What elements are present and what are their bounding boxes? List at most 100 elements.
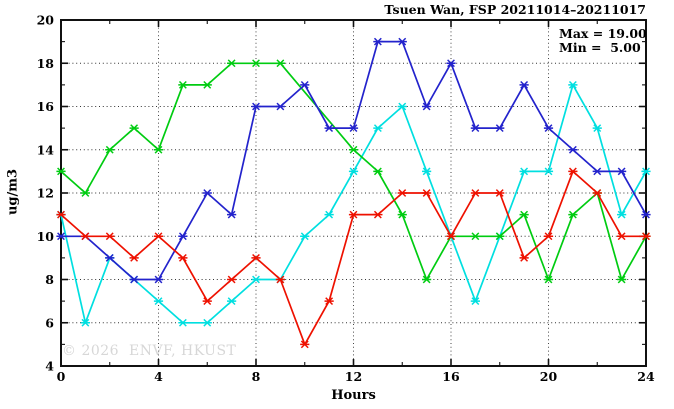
line-cyan-marker [641, 167, 651, 176]
line-blue-marker [543, 124, 554, 133]
y-tick-label: 6 [45, 315, 54, 330]
x-tick-label: 20 [540, 369, 558, 384]
y-tick-label: 10 [37, 229, 55, 244]
line-cyan-marker [348, 167, 359, 176]
line-blue-marker [617, 167, 627, 176]
y-tick-label: 18 [37, 56, 55, 71]
line-cyan-marker [470, 297, 480, 306]
line-blue-marker [495, 124, 505, 133]
x-tick-label: 4 [154, 369, 163, 384]
x-tick-label: 8 [252, 369, 261, 384]
line-cyan-marker [153, 297, 164, 306]
line-green-marker [56, 167, 66, 176]
line-cyan-marker [178, 318, 188, 327]
line-cyan-marker [324, 210, 334, 219]
x-tick-label: 16 [442, 369, 460, 384]
line-blue-marker [568, 145, 578, 154]
line-blue-marker [105, 253, 115, 262]
line-green-marker [178, 80, 188, 89]
line-red-marker [300, 340, 310, 349]
y-tick-label: 14 [37, 142, 55, 157]
line-cyan-marker [80, 318, 90, 327]
line-blue-marker [348, 124, 359, 133]
line-cyan-marker [617, 210, 627, 219]
line-blue-marker [300, 80, 310, 89]
x-tick-label: 0 [57, 369, 66, 384]
line-red-marker [617, 232, 627, 241]
line-red-marker [422, 189, 432, 197]
line-red-marker [80, 232, 90, 241]
y-tick-label: 16 [37, 99, 55, 114]
line-green-marker [373, 167, 383, 176]
line-red-marker [446, 232, 456, 241]
line-cyan-marker [543, 167, 554, 176]
line-red-marker [592, 189, 602, 197]
legend-max-value: Max = 19.00 [559, 26, 647, 41]
line-red-marker [251, 253, 261, 262]
line-cyan-marker [300, 232, 310, 241]
line-red-marker [641, 232, 651, 241]
line-blue-marker [592, 167, 602, 176]
chart-title: Tsuen Wan, FSP 20211014–20211017 [384, 2, 646, 17]
watermark: © 2026 ENVF, HKUST [62, 343, 237, 359]
line-blue-marker [129, 275, 139, 284]
line-blue-marker [178, 232, 188, 241]
line-red-line [60, 170, 646, 346]
line-green-marker [568, 210, 578, 219]
line-cyan-marker [568, 80, 578, 89]
line-red-marker [129, 253, 139, 262]
line-green-marker [153, 145, 164, 154]
line-blue-marker [470, 124, 480, 133]
line-red-marker [397, 189, 407, 197]
line-green-marker [519, 210, 529, 219]
line-green-marker [251, 59, 261, 68]
line-cyan-marker [592, 124, 602, 133]
line-green-marker [80, 189, 90, 197]
line-green-marker [470, 232, 480, 241]
line-green-marker [617, 275, 627, 284]
line-red-marker [470, 189, 480, 197]
x-tick-label: 24 [637, 369, 655, 384]
line-cyan-marker [202, 318, 212, 327]
line-red-marker [202, 297, 212, 306]
line-cyan-marker [251, 275, 261, 284]
y-axis-label: ug/m3 [5, 168, 21, 216]
line-green-marker [495, 232, 505, 241]
y-tick-label: 8 [45, 272, 54, 287]
line-red-marker [519, 253, 529, 262]
line-cyan-marker [397, 102, 407, 111]
line-cyan-marker [422, 167, 432, 176]
line-blue-marker [227, 210, 237, 219]
line-red-marker [543, 232, 554, 241]
line-blue-marker [519, 80, 529, 89]
x-axis-label: Hours [331, 388, 376, 403]
line-blue-marker [324, 124, 334, 133]
line-green-marker [543, 275, 554, 284]
line-red-marker [348, 210, 359, 219]
line-cyan-marker [227, 297, 237, 306]
line-green-marker [202, 80, 212, 89]
y-tick-label: 4 [45, 359, 54, 374]
y-tick-label: 12 [37, 186, 54, 201]
line-blue-marker [422, 102, 432, 111]
line-red-marker [495, 189, 505, 197]
line-red-marker [105, 232, 115, 241]
line-blue-marker [251, 102, 261, 111]
line-blue-marker [153, 275, 164, 284]
line-cyan-marker [519, 167, 529, 176]
line-blue-marker [275, 102, 285, 111]
line-red-marker [324, 297, 334, 306]
line-green-marker [227, 59, 237, 68]
line-green-marker [275, 59, 285, 68]
legend: Max = 19.00 Min = 5.00 [559, 27, 647, 55]
y-tick-label: 20 [37, 13, 55, 28]
legend-min-value: Min = 5.00 [559, 40, 641, 55]
line-blue-marker [397, 37, 407, 46]
x-tick-label: 12 [345, 369, 362, 384]
line-green-marker [397, 210, 407, 219]
line-green-marker [105, 145, 115, 154]
line-red-marker [568, 167, 578, 176]
line-green-marker [129, 124, 139, 133]
line-red-marker [373, 210, 383, 219]
line-blue-marker [56, 232, 66, 241]
